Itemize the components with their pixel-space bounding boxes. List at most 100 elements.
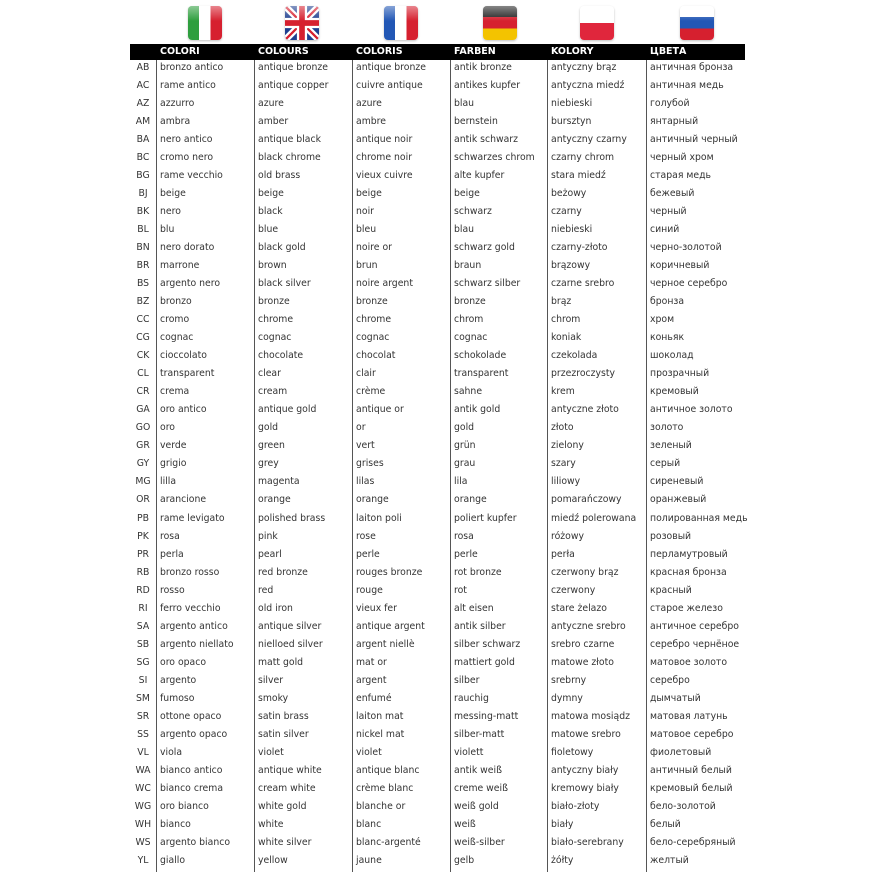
color-name: laiton mat xyxy=(356,710,404,722)
color-name: laiton poli xyxy=(356,512,402,524)
color-name: brązowy xyxy=(551,260,591,272)
color-name: matowe srebro xyxy=(551,728,621,740)
color-name: azure xyxy=(356,98,382,110)
color-name: przezroczysty xyxy=(551,368,615,380)
color-code: SM xyxy=(136,692,150,704)
color-name: srebro czarne xyxy=(551,638,615,650)
color-name: silver xyxy=(258,674,284,686)
color-name: żółty xyxy=(551,854,574,866)
color-name: розовый xyxy=(650,530,692,542)
color-name: ferro vecchio xyxy=(160,602,221,614)
color-name: коньяк xyxy=(650,332,685,344)
color-name: античная медь xyxy=(650,80,724,92)
color-name: ottone opaco xyxy=(160,710,222,722)
color-name: rosa xyxy=(454,530,474,542)
color-code: RB xyxy=(136,566,150,578)
color-code: AM xyxy=(135,116,151,128)
color-name: czarny xyxy=(551,206,582,218)
color-name: antique black xyxy=(258,134,321,146)
color-name: zielony xyxy=(551,440,584,452)
color-name: biało-złoty xyxy=(551,800,600,812)
color-name: rosso xyxy=(160,584,185,596)
color-name: rame levigato xyxy=(160,512,225,524)
color-name: srebrny xyxy=(551,674,587,686)
color-name: oro opaco xyxy=(160,656,207,668)
color-name: creme weiß xyxy=(454,782,508,794)
color-name: янтарный xyxy=(650,116,699,128)
color-name: antique or xyxy=(356,404,404,416)
color-name: antique white xyxy=(258,764,322,776)
color-name: cream white xyxy=(258,782,316,794)
color-name: bleu xyxy=(356,224,377,236)
color-name: satin silver xyxy=(258,728,309,740)
color-name: argent niellè xyxy=(356,638,415,650)
color-name: stare żelazo xyxy=(551,602,607,614)
color-name: violet xyxy=(356,746,382,758)
color-code: GR xyxy=(136,440,150,452)
column-header: KOLORY xyxy=(551,46,594,57)
column-divider xyxy=(646,60,648,872)
color-code: YL xyxy=(137,854,149,866)
color-name: beige xyxy=(356,188,382,200)
color-name: grises xyxy=(356,458,384,470)
color-name: chocolat xyxy=(356,350,396,362)
color-name: stara miedź xyxy=(551,170,606,182)
color-name: blau xyxy=(454,224,475,236)
color-code: AZ xyxy=(136,98,150,110)
color-name: clair xyxy=(356,368,376,380)
color-code: AC xyxy=(136,80,150,92)
color-name: noire or xyxy=(356,242,392,254)
color-name: yellow xyxy=(258,854,288,866)
color-name: liliowy xyxy=(551,476,581,488)
color-name: silber schwarz xyxy=(454,638,521,650)
color-name: antik gold xyxy=(454,404,501,416)
color-name: noire argent xyxy=(356,278,413,290)
color-name: oro xyxy=(160,422,175,434)
color-name: messing-matt xyxy=(454,710,519,722)
color-name: brown xyxy=(258,260,287,272)
russia-flag-icon xyxy=(680,6,714,40)
color-name: nickel mat xyxy=(356,728,405,740)
color-name: silber-matt xyxy=(454,728,505,740)
column-divider xyxy=(450,60,452,872)
color-name: rot xyxy=(454,584,467,596)
column-header: COLOURS xyxy=(258,46,309,57)
color-name: grey xyxy=(258,458,279,470)
color-name: оранжевый xyxy=(650,494,707,506)
color-name: argento antico xyxy=(160,620,228,632)
color-name: vieux fer xyxy=(356,602,397,614)
color-name: niebieski xyxy=(551,224,593,236)
color-code: BK xyxy=(136,206,150,218)
color-name: красная бронза xyxy=(650,566,727,578)
color-name: rame vecchio xyxy=(160,170,223,182)
color-name: beżowy xyxy=(551,188,587,200)
color-name: кремовый белый xyxy=(650,782,733,794)
color-code: GO xyxy=(135,422,151,434)
color-name: antik bronze xyxy=(454,62,512,73)
color-name: bronze xyxy=(454,296,486,308)
color-name: bronzo antico xyxy=(160,62,224,73)
color-name: transparent xyxy=(160,368,215,380)
color-name: chrome noir xyxy=(356,152,413,164)
color-name: crème blanc xyxy=(356,782,414,794)
color-name: violett xyxy=(454,746,484,758)
color-code: GA xyxy=(136,404,150,416)
color-name: bursztyn xyxy=(551,116,592,128)
color-name: argento opaco xyxy=(160,728,228,740)
color-name: oro bianco xyxy=(160,800,209,812)
color-name: argent xyxy=(356,674,387,686)
color-name: white gold xyxy=(258,800,307,812)
color-name: green xyxy=(258,440,285,452)
color-name: alt eisen xyxy=(454,602,494,614)
color-name: matowe złoto xyxy=(551,656,614,668)
column-header: ЦВЕТА xyxy=(650,46,687,57)
color-name: perle xyxy=(454,548,478,560)
color-code: BL xyxy=(137,224,149,236)
color-code: CL xyxy=(137,368,149,380)
color-name: antique gold xyxy=(258,404,317,416)
color-name: kremowy biały xyxy=(551,782,619,794)
color-name: violet xyxy=(258,746,284,758)
color-code: BA xyxy=(136,134,150,146)
color-name: дымчатый xyxy=(650,692,701,704)
color-name: antique silver xyxy=(258,620,322,632)
